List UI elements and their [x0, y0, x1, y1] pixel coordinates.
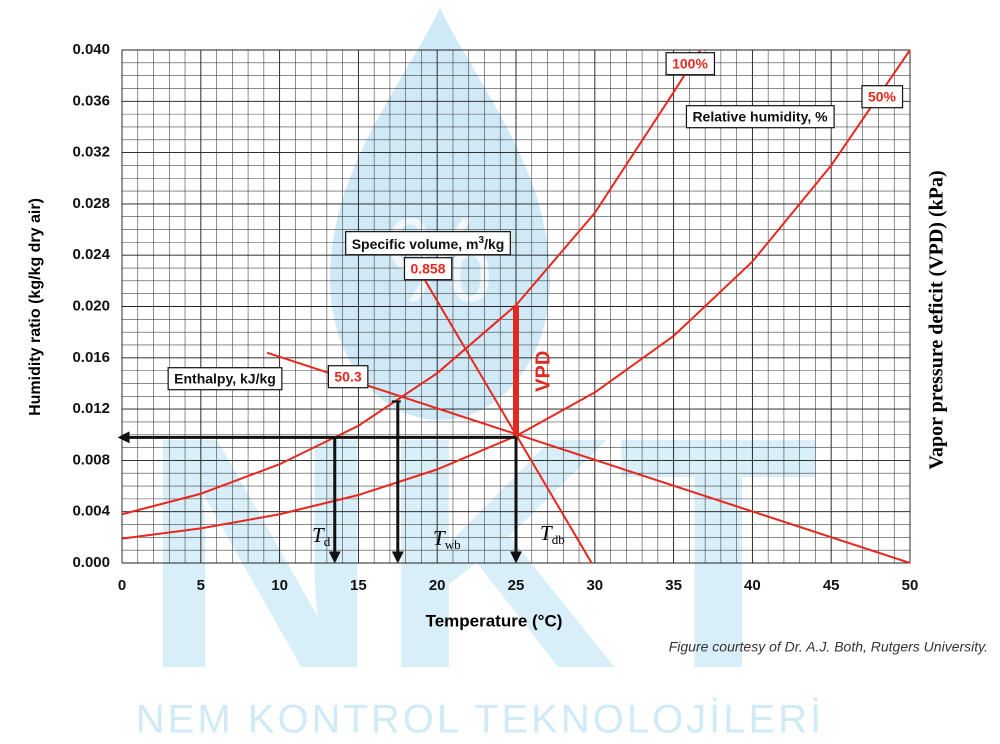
y-tick-label: 0.036 [72, 92, 110, 109]
series-label-box [327, 365, 369, 389]
series-label-group: 50.3 [327, 365, 369, 389]
series-label-box [403, 257, 453, 281]
sv-title-part: 3 [479, 235, 485, 246]
x-tick-label: 15 [350, 577, 367, 594]
temperature-label: Tdb [540, 521, 565, 547]
enthalpy-title: Enthalpy, kJ/kg [174, 371, 276, 387]
enthalpy-title-box [167, 367, 283, 391]
vpd-label: VPD [532, 351, 554, 392]
x-tick-label: 30 [586, 577, 603, 594]
temperature-label: Twb [433, 526, 461, 552]
series-label: 0.858 [410, 261, 445, 277]
watermark-drop [330, 8, 550, 420]
y-tick-label: 0.000 [72, 554, 110, 571]
enthalpy-title-group: Enthalpy, kJ/kg [167, 367, 283, 391]
temperature-label: Td [312, 523, 331, 549]
x-tick-label: 5 [197, 577, 205, 594]
y-tick-label: 0.040 [72, 41, 110, 58]
credit: Figure courtesy of Dr. A.J. Both, Rutger… [669, 639, 988, 655]
x-tick-label: 40 [744, 577, 761, 594]
series-label-box [665, 52, 716, 76]
sv-title-part: Specific volume, m [352, 236, 479, 252]
series-label-group: 100% [665, 52, 716, 76]
x-tick-label: 45 [823, 577, 840, 594]
y-tick-label: 0.012 [72, 400, 110, 417]
x-tick-label: 50 [902, 577, 919, 594]
x-axis-label: Temperature (°C) [426, 611, 563, 630]
series-label: 100% [672, 56, 708, 72]
sv-title-part: /kg [484, 236, 504, 252]
temperature-letter: T [540, 521, 553, 545]
series-label-group: 50% [861, 85, 904, 109]
y-tick-label: 0.020 [72, 297, 110, 314]
temperature-subscript: d [324, 534, 331, 549]
sv-title-box [345, 231, 511, 256]
temperature-letter: T [312, 523, 325, 547]
temperature-subscript: db [552, 532, 565, 547]
y-tick-label: 0.028 [72, 195, 110, 212]
watermark: % NKT NEM KONTROL TEKNOLOJİLERİ [136, 8, 824, 742]
x-tick-label: 20 [429, 577, 446, 594]
watermark-company: NEM KONTROL TEKNOLOJİLERİ [136, 697, 824, 742]
y-tick-label: 0.032 [72, 144, 110, 161]
y2-axis-label: Vapor pressure deficit (VPD) (kPa) [926, 170, 948, 469]
sv-title: Specific volume, m3/kg [352, 235, 505, 252]
series-label-box [861, 85, 904, 109]
series-label-group: 0.858 [403, 257, 453, 281]
rh-title: Relative humidity, % [692, 109, 828, 125]
watermark-letters: NKT [141, 368, 819, 737]
rh-title-box [685, 105, 835, 129]
x-tick-label: 25 [508, 577, 525, 594]
temperature-subscript: wb [445, 537, 461, 552]
series-label: 50% [868, 89, 897, 105]
series-line [121, 49, 702, 516]
rh-title-group: Relative humidity, % [685, 105, 835, 129]
series-line [423, 279, 593, 564]
temperature-letter: T [433, 526, 446, 550]
x-tick-label: 10 [271, 577, 288, 594]
y-tick-label: 0.004 [72, 503, 110, 520]
x-tick-label: 0 [118, 577, 126, 594]
series-label: 50.3 [334, 369, 361, 385]
x-tick-label: 35 [665, 577, 682, 594]
y-tick-label: 0.024 [72, 246, 110, 263]
sv-title-group: Specific volume, m3/kg [345, 231, 511, 256]
series-line [266, 351, 911, 564]
y-tick-label: 0.016 [72, 349, 110, 366]
y-tick-label: 0.008 [72, 451, 110, 468]
plot [117, 49, 911, 564]
y-axis-label: Humidity ratio (kg/kg dry air) [27, 198, 44, 416]
